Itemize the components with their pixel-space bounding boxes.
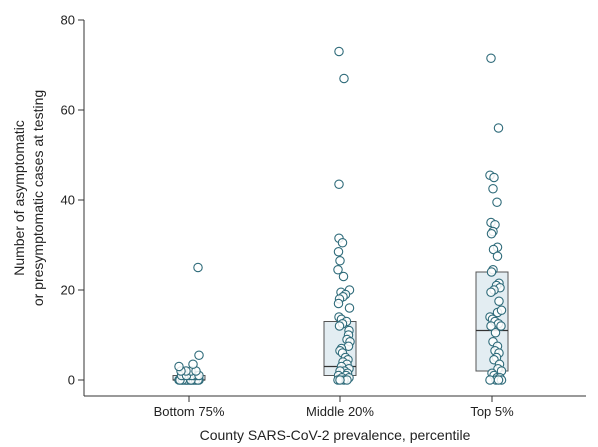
x-axis-title: County SARS-CoV-2 prevalence, percentile	[200, 427, 471, 443]
data-point	[486, 267, 497, 277]
data-point	[335, 255, 345, 266]
data-point	[193, 262, 203, 273]
y-tick-label: 40	[61, 193, 75, 208]
data-point	[335, 375, 345, 385]
data-point	[488, 184, 498, 194]
data-point	[490, 327, 501, 338]
data-point	[493, 375, 504, 385]
data-point	[486, 287, 496, 297]
y-axis-title-line-2: or presymptomatic cases at testing	[30, 90, 46, 306]
y-ticks: 0 20 40 60 80	[61, 13, 84, 388]
data-point	[485, 375, 495, 385]
data-point	[493, 123, 504, 133]
x-ticks: Bottom 75% Middle 20% Top 5%	[154, 396, 514, 419]
data-point	[194, 350, 204, 360]
data-point	[492, 197, 502, 208]
data-point	[489, 172, 499, 183]
data-point	[333, 298, 344, 309]
data-point	[333, 264, 343, 275]
data-point	[338, 271, 349, 282]
data-point	[496, 305, 507, 315]
data-point	[174, 361, 184, 372]
data-point	[496, 321, 506, 331]
data-point	[344, 303, 355, 313]
y-tick-label: 60	[61, 103, 75, 118]
data-point	[492, 251, 503, 262]
y-axis-title-line-1: Number of asymptomatic	[11, 120, 27, 276]
x-tick-label: Top 5%	[470, 404, 514, 419]
data-point	[494, 296, 504, 306]
point-layer	[174, 46, 507, 385]
data-point	[337, 238, 348, 248]
axes	[83, 20, 586, 397]
data-point	[339, 73, 349, 84]
data-point	[188, 359, 198, 369]
data-point	[486, 229, 497, 239]
y-tick-label: 0	[68, 373, 75, 388]
y-tick-label: 80	[61, 13, 75, 28]
data-point	[486, 53, 496, 63]
data-point	[334, 321, 345, 331]
data-point	[334, 179, 344, 190]
data-point	[333, 247, 344, 257]
y-tick-label: 20	[61, 283, 75, 298]
x-tick-label: Middle 20%	[306, 404, 374, 419]
data-point	[334, 46, 344, 57]
x-tick-label: Bottom 75%	[154, 404, 225, 419]
data-point	[486, 321, 496, 331]
